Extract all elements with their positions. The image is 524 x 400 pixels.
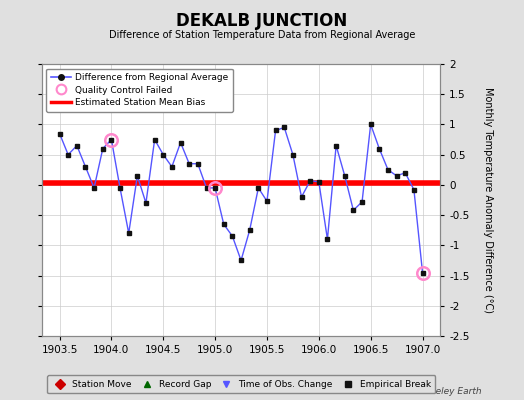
Text: Difference of Station Temperature Data from Regional Average: Difference of Station Temperature Data f…	[109, 30, 415, 40]
Legend: Station Move, Record Gap, Time of Obs. Change, Empirical Break: Station Move, Record Gap, Time of Obs. C…	[47, 376, 435, 394]
Y-axis label: Monthly Temperature Anomaly Difference (°C): Monthly Temperature Anomaly Difference (…	[484, 87, 494, 313]
Text: Berkeley Earth: Berkeley Earth	[416, 387, 482, 396]
Text: DEKALB JUNCTION: DEKALB JUNCTION	[177, 12, 347, 30]
Legend: Difference from Regional Average, Quality Control Failed, Estimated Station Mean: Difference from Regional Average, Qualit…	[47, 68, 233, 112]
